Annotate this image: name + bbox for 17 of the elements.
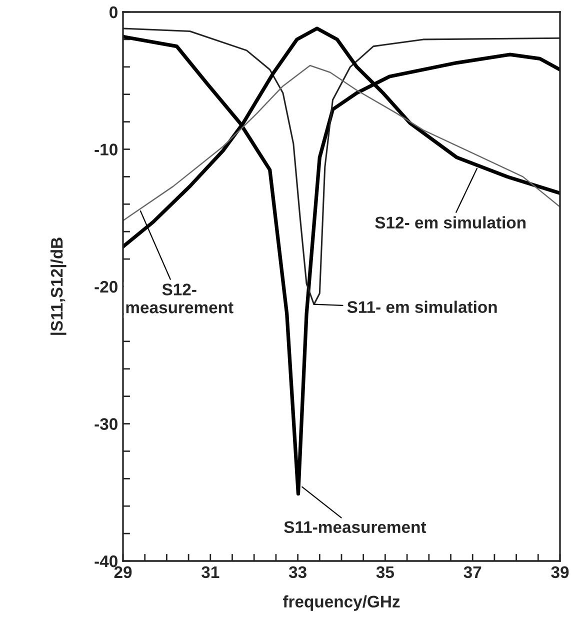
- y-tick-label: 0: [110, 6, 118, 18]
- annotation: S12- em simulation: [375, 216, 526, 228]
- x-tick-label: 31: [202, 566, 220, 578]
- x-tick-label: 29: [114, 566, 132, 578]
- x-tick-label: 35: [376, 566, 394, 578]
- annotation: S11- em simulation: [347, 300, 497, 313]
- y-tick-label: -20: [94, 280, 118, 293]
- x-axis-title: frequency/GHz: [282, 595, 400, 611]
- annotation: S11-measurement: [284, 521, 426, 534]
- y-tick-label: -10: [94, 144, 118, 156]
- x-tick-label: 33: [288, 566, 306, 578]
- x-tick-label: 37: [464, 566, 482, 578]
- y-tick-label: -30: [94, 418, 118, 430]
- annotation: S12- measurement: [126, 284, 234, 314]
- x-tick-label: 39: [551, 566, 569, 578]
- y-axis-title: |S11,S12|/dB: [50, 238, 66, 335]
- y-tick-label: -40: [94, 555, 118, 568]
